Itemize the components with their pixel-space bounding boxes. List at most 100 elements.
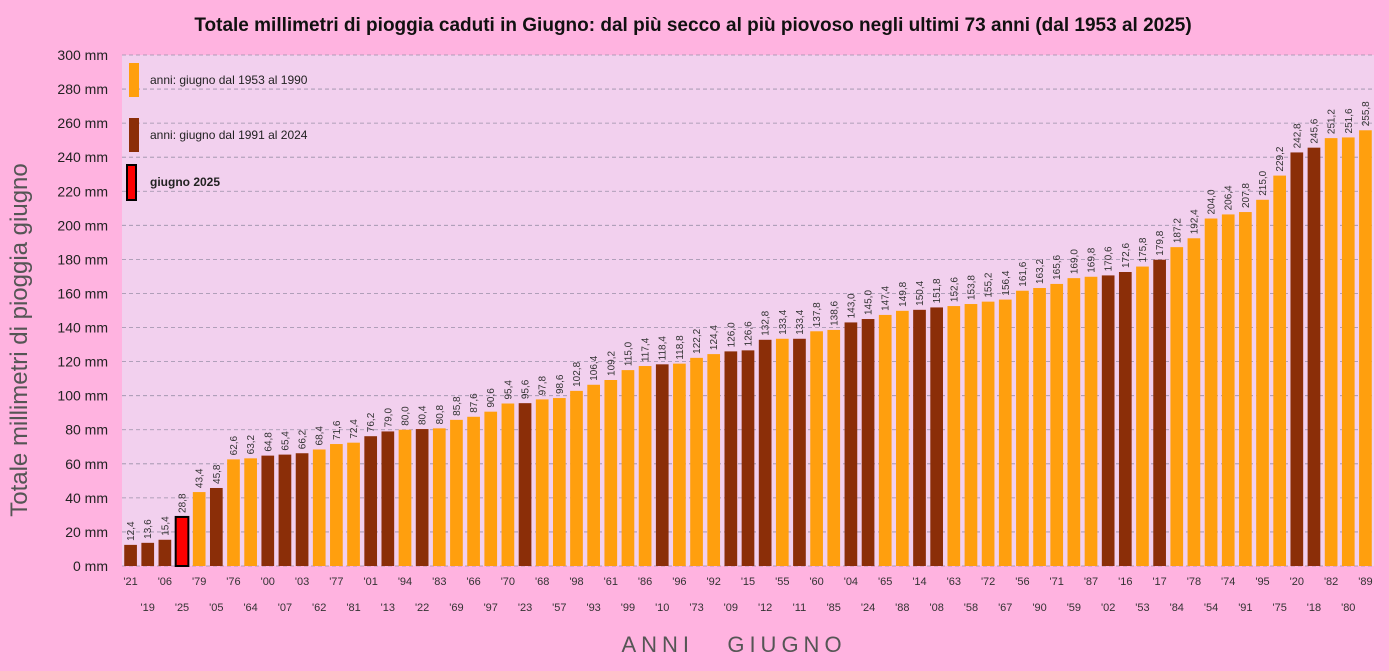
x-tick-label: '80	[1341, 602, 1355, 614]
bar-07	[278, 454, 292, 566]
x-tick-label: '90	[1032, 602, 1046, 614]
bar-78	[1187, 238, 1201, 566]
data-label: 80,0	[400, 406, 411, 426]
x-tick-label: '58	[964, 602, 978, 614]
y-tick-label: 40 mm	[65, 490, 108, 506]
bar-73	[690, 357, 703, 566]
x-tick-label: '94	[398, 576, 412, 588]
y-tick-label: 160 mm	[57, 285, 108, 301]
data-label: 206,4	[1224, 185, 1235, 210]
bar-23	[518, 403, 532, 566]
x-tick-label: '89	[1358, 576, 1372, 588]
x-tick-label: '93	[586, 602, 600, 614]
bar-87	[1084, 276, 1098, 566]
data-label: 155,2	[984, 272, 995, 297]
bar-21	[124, 544, 137, 566]
x-tick-label: '69	[449, 602, 463, 614]
x-tick-label: '81	[346, 602, 360, 614]
x-tick-label: '84	[1170, 602, 1184, 614]
data-label: 153,8	[966, 275, 977, 300]
x-tick-label: '74	[1221, 576, 1235, 588]
bar-91	[1239, 212, 1252, 566]
data-label: 102,8	[572, 361, 583, 386]
data-label: 132,8	[761, 310, 772, 335]
bar-90	[1033, 288, 1046, 566]
data-label: 169,0	[1069, 249, 1080, 274]
data-label: 85,8	[452, 396, 463, 416]
bar-97	[484, 411, 498, 566]
y-tick-label: 140 mm	[57, 320, 108, 336]
bar-10	[655, 364, 669, 566]
data-label: 151,8	[932, 278, 943, 303]
x-tick-label: '85	[827, 602, 841, 614]
y-axis-label: Totale millimetri di pioggia giugno	[6, 163, 33, 517]
bar-71	[1050, 283, 1064, 566]
y-tick-label: 60 mm	[65, 456, 108, 472]
x-tick-label: '20	[1290, 576, 1304, 588]
bar-09	[724, 351, 738, 566]
x-tick-label: '56	[1015, 576, 1029, 588]
bar-89	[1359, 130, 1372, 566]
data-label: 63,2	[246, 434, 257, 454]
data-label: 117,4	[641, 337, 652, 362]
chart-title: Totale millimetri di pioggia caduti in G…	[194, 15, 1191, 36]
data-label: 229,2	[1275, 146, 1286, 171]
x-tick-label: '10	[655, 602, 669, 614]
legend-swatch	[129, 63, 139, 97]
bar-93	[587, 384, 600, 566]
data-label: 143,0	[846, 293, 857, 318]
y-tick-label: 0 mm	[73, 558, 108, 574]
data-label: 66,2	[298, 429, 309, 449]
data-label: 137,8	[812, 302, 823, 327]
bar-15	[741, 350, 755, 566]
y-tick-label: 20 mm	[65, 524, 108, 540]
x-tick-label: '06	[158, 576, 172, 588]
bars	[124, 130, 1372, 567]
data-label: 64,8	[263, 432, 274, 452]
data-label: 138,6	[829, 300, 840, 325]
bar-56	[1016, 290, 1029, 566]
data-label: 97,8	[538, 376, 549, 396]
x-tick-label: '23	[518, 602, 532, 614]
x-tick-label: '76	[226, 576, 240, 588]
x-tick-label: '04	[844, 576, 858, 588]
data-label: 43,4	[195, 468, 206, 488]
bar-20	[1290, 152, 1304, 566]
y-tick-label: 120 mm	[57, 354, 108, 370]
x-tick-label: '57	[552, 602, 566, 614]
data-label: 76,2	[366, 412, 377, 432]
x-tick-label: '66	[466, 576, 480, 588]
data-label: 106,4	[589, 355, 600, 380]
bar-64	[244, 458, 257, 566]
x-tick-label: '98	[569, 576, 583, 588]
bar-54	[1204, 218, 1218, 566]
x-tick-label: '97	[484, 602, 498, 614]
legend-swatch	[129, 118, 139, 152]
data-label: 90,6	[486, 388, 497, 408]
legend-swatch-2025	[126, 164, 137, 201]
legend: anni: giugno dal 1953 al 1990 anni: giugn…	[126, 63, 308, 201]
data-label: 80,8	[435, 404, 446, 424]
data-label: 152,6	[949, 277, 960, 302]
bar-63	[947, 306, 961, 566]
data-label: 126,6	[744, 321, 755, 346]
x-tick-label: '64	[243, 602, 257, 614]
data-label: 163,2	[1035, 259, 1046, 284]
y-tick-label: 260 mm	[57, 115, 108, 131]
x-tick-label: '61	[604, 576, 618, 588]
y-tick-label: 200 mm	[57, 217, 108, 233]
x-tick-label: '03	[295, 576, 309, 588]
bar-02	[1101, 275, 1115, 566]
bar-05	[209, 487, 223, 566]
x-tick-label: '22	[415, 602, 429, 614]
x-tick-label: '99	[621, 602, 635, 614]
x-tick-label: '62	[312, 602, 326, 614]
data-label: 149,8	[898, 281, 909, 306]
bar-83	[432, 428, 446, 566]
data-label: 28,8	[178, 493, 189, 513]
x-tick-label: '05	[209, 602, 223, 614]
data-label: 251,2	[1327, 109, 1338, 134]
bar-17	[1153, 259, 1166, 566]
data-label: 13,6	[143, 519, 154, 539]
y-tick-label: 300 mm	[57, 47, 108, 63]
